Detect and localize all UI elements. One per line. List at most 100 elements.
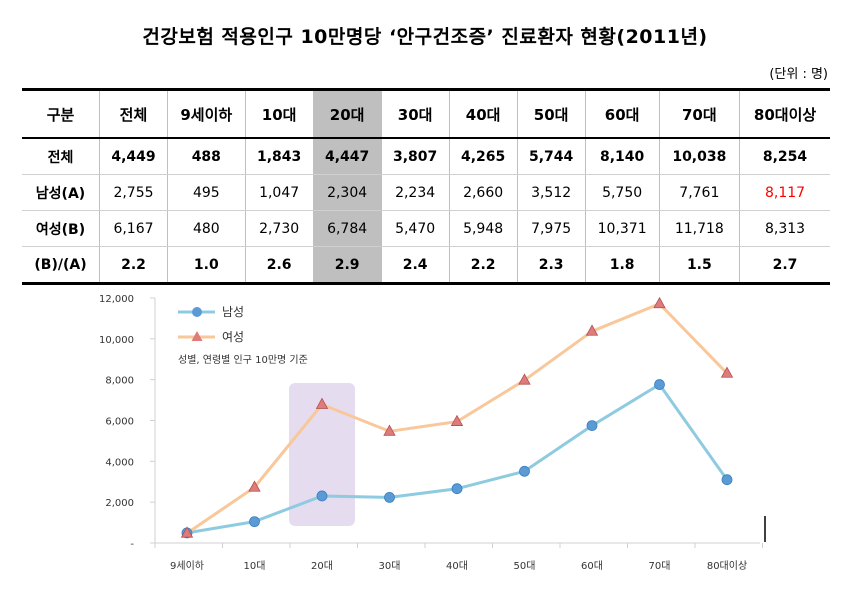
data-point	[248, 480, 261, 492]
x-tick-label: 40대	[446, 560, 468, 572]
y-tick-label: 4,000	[105, 457, 134, 468]
highlight-band	[289, 383, 355, 526]
data-point	[316, 490, 328, 502]
data-point	[721, 474, 733, 486]
table-cell: 495	[167, 174, 246, 211]
header-cell: 40대	[449, 88, 518, 139]
series-line	[186, 383, 729, 535]
table-header-row: 구분 전체 9세이하 10대 20대 30대 40대 50대 60대 70대 8…	[22, 88, 830, 139]
y-tick-label: 2,000	[105, 498, 134, 509]
row-header: (B)/(A)	[22, 246, 100, 285]
data-point	[585, 324, 599, 336]
y-tick-label: 6,000	[105, 417, 134, 428]
table-cell: 2,234	[381, 174, 450, 211]
x-tick-label: 60대	[581, 560, 603, 572]
series-layer	[180, 296, 734, 539]
table-cell: 2.6	[245, 246, 314, 285]
data-point	[653, 296, 666, 309]
table-cell: 10,038	[659, 138, 741, 175]
axis-layer: 12,000 10,000 8,000 6,000 4,000 2,000 - 9세이하 10대…	[99, 294, 763, 572]
table-cell: 480	[167, 210, 246, 247]
data-point	[451, 483, 463, 495]
table-cell: 2.9	[313, 246, 382, 285]
data-point	[654, 379, 665, 390]
table-cell: 5,744	[517, 138, 586, 175]
table-cell: 488	[167, 138, 246, 175]
x-tick-label: 80대이상	[707, 560, 747, 572]
data-point	[518, 373, 531, 385]
table-cell: 5,948	[449, 210, 518, 247]
row-header: 전체	[22, 138, 100, 175]
unit-label: (단위 : 명)	[769, 67, 828, 82]
table-cell: 2,660	[449, 174, 518, 211]
line-chart: 12,000 10,000 8,000 6,000 4,000 2,000 - 9세이하 10대…	[99, 294, 766, 572]
header-cell: 70대	[659, 88, 741, 139]
legend-label: 여성	[222, 330, 244, 344]
table-cell: 8,254	[739, 138, 830, 175]
data-point	[249, 516, 260, 528]
table-cell: 2.4	[381, 246, 450, 285]
y-tick-label: 10,000	[99, 335, 134, 346]
table-cell: 4,265	[449, 138, 518, 175]
table-cell: 1,047	[245, 174, 314, 211]
table-cell: 1.5	[659, 246, 741, 285]
data-point	[720, 366, 734, 378]
data-point	[180, 526, 194, 538]
legend-label: 남성	[222, 305, 244, 319]
header-cell: 30대	[381, 88, 450, 139]
header-cell: 60대	[585, 88, 660, 139]
table-cell: 2.2	[99, 246, 168, 285]
data-point	[586, 420, 598, 432]
header-cell: 전체	[99, 88, 168, 139]
x-tick-label: 50대	[514, 560, 536, 572]
table-cell: 2,304	[313, 174, 382, 211]
table-cell: 2.7	[739, 246, 830, 285]
table-cell: 6,167	[99, 210, 168, 247]
table-cell: 11,718	[659, 210, 741, 247]
y-tick-label: 8,000	[105, 376, 134, 387]
table-cell: 6,784	[313, 210, 382, 247]
table-cell: 5,470	[381, 210, 450, 247]
table-cell: 2,730	[245, 210, 314, 247]
table-row: (B)/(A) 2.2 1.0 2.6 2.9 2.4 2.2 2.3 1.8 …	[22, 246, 830, 285]
data-point	[450, 414, 464, 426]
data-point	[519, 465, 530, 477]
chart-annotation: 성별, 연령별 인구 10만명 기준	[178, 354, 308, 366]
table-cell: 8,313	[739, 210, 830, 247]
legend-marker	[192, 307, 202, 317]
data-point	[383, 424, 396, 436]
table-cell: 4,449	[99, 138, 168, 175]
table-row: 남성(A) 2,755 495 1,047 2,304 2,234 2,660 …	[22, 174, 830, 211]
x-tick-label: 10대	[244, 560, 266, 572]
y-tick-label: -	[130, 539, 134, 550]
stats-table: 구분 전체 9세이하 10대 20대 30대 40대 50대 60대 70대 8…	[22, 88, 830, 285]
table-cell: 1,843	[245, 138, 314, 175]
header-cell: 9세이하	[167, 88, 246, 139]
legend-marker	[191, 331, 203, 341]
x-tick-label: 20대	[311, 560, 333, 572]
data-point	[315, 397, 329, 409]
data-point	[384, 491, 395, 503]
row-header: 여성(B)	[22, 210, 100, 247]
table-cell-highlight: 8,117	[739, 174, 830, 211]
highlight-layer	[289, 383, 355, 526]
page-title: 건강보험 적용인구 10만명당 ‘안구건조증’ 진료환자 현황(2011년)	[142, 26, 708, 48]
x-tick-label: 70대	[649, 560, 671, 572]
table-row: 여성(B) 6,167 480 2,730 6,784 5,470 5,948 …	[22, 210, 830, 247]
table-cell: 7,761	[659, 174, 741, 211]
table-cell: 3,512	[517, 174, 586, 211]
header-cell: 20대	[313, 88, 382, 139]
table-cell: 2,755	[99, 174, 168, 211]
table-cell: 3,807	[381, 138, 450, 175]
table-cell: 8,140	[585, 138, 660, 175]
table-cell: 5,750	[585, 174, 660, 211]
x-tick-label: 30대	[379, 560, 401, 572]
table-row: 전체 4,449 488 1,843 4,447 3,807 4,265 5,7…	[22, 138, 830, 175]
header-cell: 50대	[517, 88, 586, 139]
table-cell: 10,371	[585, 210, 660, 247]
x-tick-label: 9세이하	[170, 559, 204, 572]
row-header: 남성(A)	[22, 174, 100, 211]
table-cell: 1.8	[585, 246, 660, 285]
header-cell: 구분	[22, 88, 100, 139]
